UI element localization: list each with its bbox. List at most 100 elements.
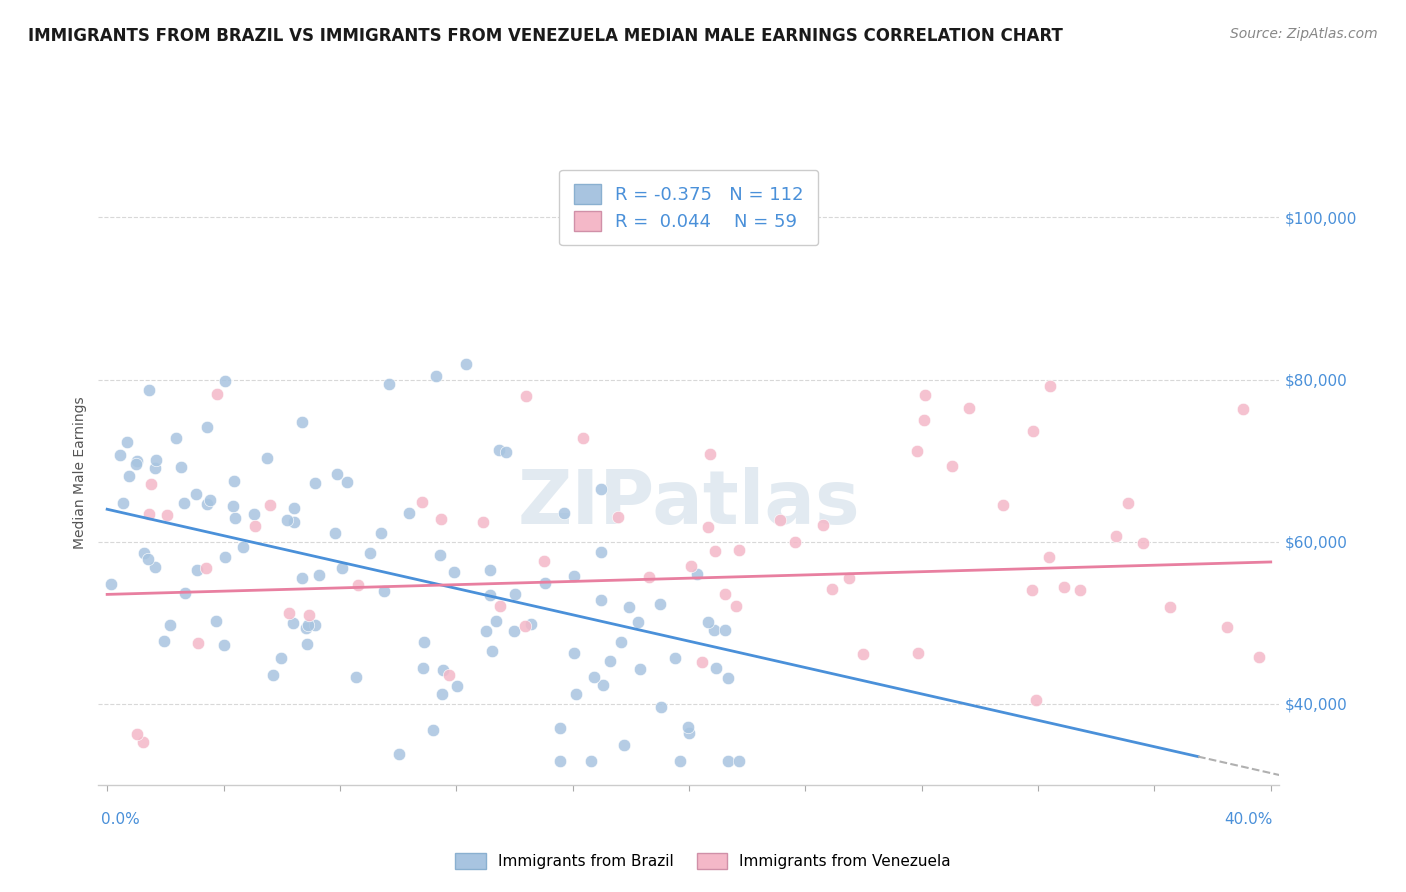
Point xyxy=(599,654,621,668)
Point xyxy=(1132,536,1154,550)
Point xyxy=(1069,583,1091,598)
Point xyxy=(703,623,725,637)
Point xyxy=(112,496,135,510)
Point xyxy=(205,614,228,628)
Point xyxy=(295,621,318,635)
Point xyxy=(699,447,721,461)
Point xyxy=(1116,496,1139,510)
Point xyxy=(378,376,401,391)
Point xyxy=(152,633,174,648)
Point xyxy=(589,592,612,607)
Point xyxy=(100,577,122,591)
Point xyxy=(437,668,460,682)
Point xyxy=(278,607,301,621)
Point xyxy=(564,687,586,701)
Point xyxy=(613,739,636,753)
Point xyxy=(475,624,498,639)
Point xyxy=(489,599,512,614)
Point xyxy=(291,415,314,429)
Point xyxy=(852,647,875,661)
Point xyxy=(422,723,444,737)
Point xyxy=(714,624,737,638)
Point xyxy=(1249,649,1271,664)
Point xyxy=(143,560,166,574)
Point xyxy=(429,512,451,526)
Point xyxy=(212,638,235,652)
Point xyxy=(481,644,503,658)
Point xyxy=(143,461,166,475)
Point xyxy=(295,637,318,651)
Point xyxy=(572,431,595,445)
Point xyxy=(478,588,501,602)
Point xyxy=(650,700,672,714)
Point xyxy=(686,567,709,582)
Point xyxy=(195,419,218,434)
Point xyxy=(1053,580,1076,594)
Point xyxy=(1216,620,1239,634)
Point xyxy=(1232,402,1254,417)
Point xyxy=(373,584,395,599)
Point xyxy=(262,668,284,682)
Point xyxy=(325,526,347,541)
Point xyxy=(186,486,208,500)
Point xyxy=(145,453,167,467)
Point xyxy=(591,483,613,497)
Point xyxy=(224,510,246,524)
Point xyxy=(515,619,537,633)
Point xyxy=(173,496,195,510)
Point xyxy=(138,508,160,522)
Point xyxy=(243,519,266,533)
Point xyxy=(165,431,187,445)
Point xyxy=(298,607,321,622)
Legend: R = -0.375   N = 112, R =  0.044    N = 59: R = -0.375 N = 112, R = 0.044 N = 59 xyxy=(560,169,818,245)
Text: Source: ZipAtlas.com: Source: ZipAtlas.com xyxy=(1230,27,1378,41)
Point xyxy=(446,679,468,693)
Point xyxy=(336,475,359,489)
Point xyxy=(308,568,330,582)
Point xyxy=(914,388,936,402)
Point xyxy=(304,618,326,632)
Point xyxy=(214,375,236,389)
Point xyxy=(139,477,162,491)
Point xyxy=(1038,550,1060,565)
Point xyxy=(485,614,508,628)
Point xyxy=(488,443,510,458)
Point xyxy=(638,569,661,583)
Point xyxy=(259,498,281,512)
Point xyxy=(221,499,243,513)
Point xyxy=(256,451,278,466)
Point xyxy=(443,565,465,579)
Point xyxy=(388,747,411,761)
Point xyxy=(136,551,159,566)
Point xyxy=(811,517,834,532)
Legend: Immigrants from Brazil, Immigrants from Venezuela: Immigrants from Brazil, Immigrants from … xyxy=(449,847,957,875)
Point xyxy=(520,617,543,632)
Point xyxy=(553,506,575,520)
Point xyxy=(347,578,370,592)
Point xyxy=(503,587,526,601)
Point xyxy=(370,525,392,540)
Point xyxy=(242,508,264,522)
Point xyxy=(325,467,347,481)
Point xyxy=(276,513,298,527)
Point xyxy=(704,661,727,675)
Point xyxy=(297,618,319,632)
Point xyxy=(534,576,557,591)
Point xyxy=(717,754,740,768)
Point xyxy=(725,599,748,613)
Point xyxy=(582,670,605,684)
Point xyxy=(1025,693,1047,707)
Point xyxy=(907,646,929,660)
Point xyxy=(533,554,555,568)
Point xyxy=(224,474,246,488)
Y-axis label: Median Male Earnings: Median Male Earnings xyxy=(73,396,87,549)
Point xyxy=(714,586,737,600)
Point xyxy=(548,721,571,735)
Point xyxy=(411,494,433,508)
Point xyxy=(550,754,572,768)
Point xyxy=(232,540,254,554)
Point xyxy=(676,720,699,734)
Point xyxy=(304,475,326,490)
Point xyxy=(125,457,148,471)
Point xyxy=(170,459,193,474)
